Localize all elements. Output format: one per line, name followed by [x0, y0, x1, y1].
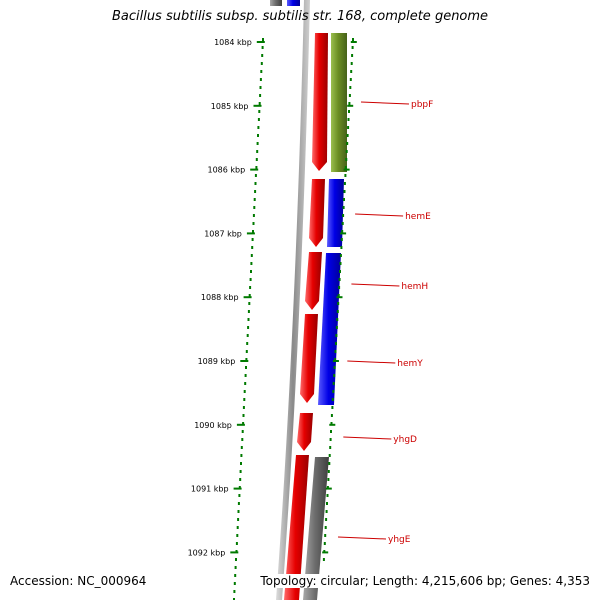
tick-label: 1084 kbp: [214, 38, 252, 47]
tick-mark: [253, 104, 262, 107]
tick-mark: [236, 423, 245, 426]
dotted-scale-outer: [322, 38, 354, 561]
gene-feature-red-1: [312, 33, 328, 171]
gene-label-hemY[interactable]: hemY: [397, 359, 423, 369]
gene-leader-line: [337, 536, 387, 540]
topology-text: Topology: circular; Length: 4,215,606 bp…: [260, 574, 590, 588]
dotted-scale-inner: [233, 38, 264, 600]
gene-leader-line: [351, 283, 400, 287]
gene-feature-red-5: [297, 413, 313, 451]
gene-feature-red-6: [284, 455, 309, 600]
gene-labels: pbpF hemE hemH hemY yhgD yhgE: [337, 100, 433, 545]
gene-label-yhgE[interactable]: yhgE: [388, 535, 411, 545]
gene-leader-line: [355, 213, 404, 217]
tick-label: 1091 kbp: [191, 485, 229, 494]
tick-mark: [246, 232, 255, 235]
gene-label-yhgD[interactable]: yhgD: [393, 435, 417, 445]
kbp-ticks: 1084 kbp 1085 kbp 1086 kbp 1087 kbp 1088 kbp…: [188, 38, 357, 557]
genome-title: Bacillus subtilis subsp. subtilis str. 1…: [111, 9, 489, 24]
gene-feature-olive: [331, 33, 347, 172]
gene-feature-blue-partial: [287, 0, 300, 6]
accession-text: Accession: NC_000964: [10, 574, 147, 588]
tick-label: 1086 kbp: [207, 166, 245, 175]
tick-mark: [240, 360, 249, 362]
gene-feature-gray: [303, 457, 329, 600]
tick-mark: [250, 168, 259, 171]
tick-label: 1090 kbp: [194, 421, 232, 430]
tick-mark: [256, 41, 265, 43]
tick-mark: [233, 487, 242, 490]
tick-label: 1087 kbp: [204, 229, 242, 238]
tick-mark: [230, 551, 239, 554]
gene-feature-gray-partial: [270, 0, 282, 6]
gene-feature-red-4: [300, 314, 318, 403]
gene-feature-blue-1: [327, 179, 344, 247]
tick-label: 1088 kbp: [201, 293, 239, 302]
gene-leader-line: [360, 101, 410, 105]
tick-label: 1092 kbp: [188, 548, 226, 557]
gene-label-hemE[interactable]: hemE: [405, 212, 431, 222]
tick-mark: [243, 296, 252, 299]
gene-feature-red-3: [305, 252, 322, 310]
tick-label: 1089 kbp: [198, 357, 236, 366]
gene-feature-red-2: [309, 179, 325, 247]
tick-label: 1085 kbp: [211, 102, 249, 111]
genome-backbone: [276, 0, 310, 600]
gene-leader-line: [347, 360, 396, 364]
gene-label-pbpF[interactable]: pbpF: [411, 100, 433, 110]
gene-label-hemH[interactable]: hemH: [401, 282, 428, 292]
gene-leader-line: [343, 436, 392, 440]
